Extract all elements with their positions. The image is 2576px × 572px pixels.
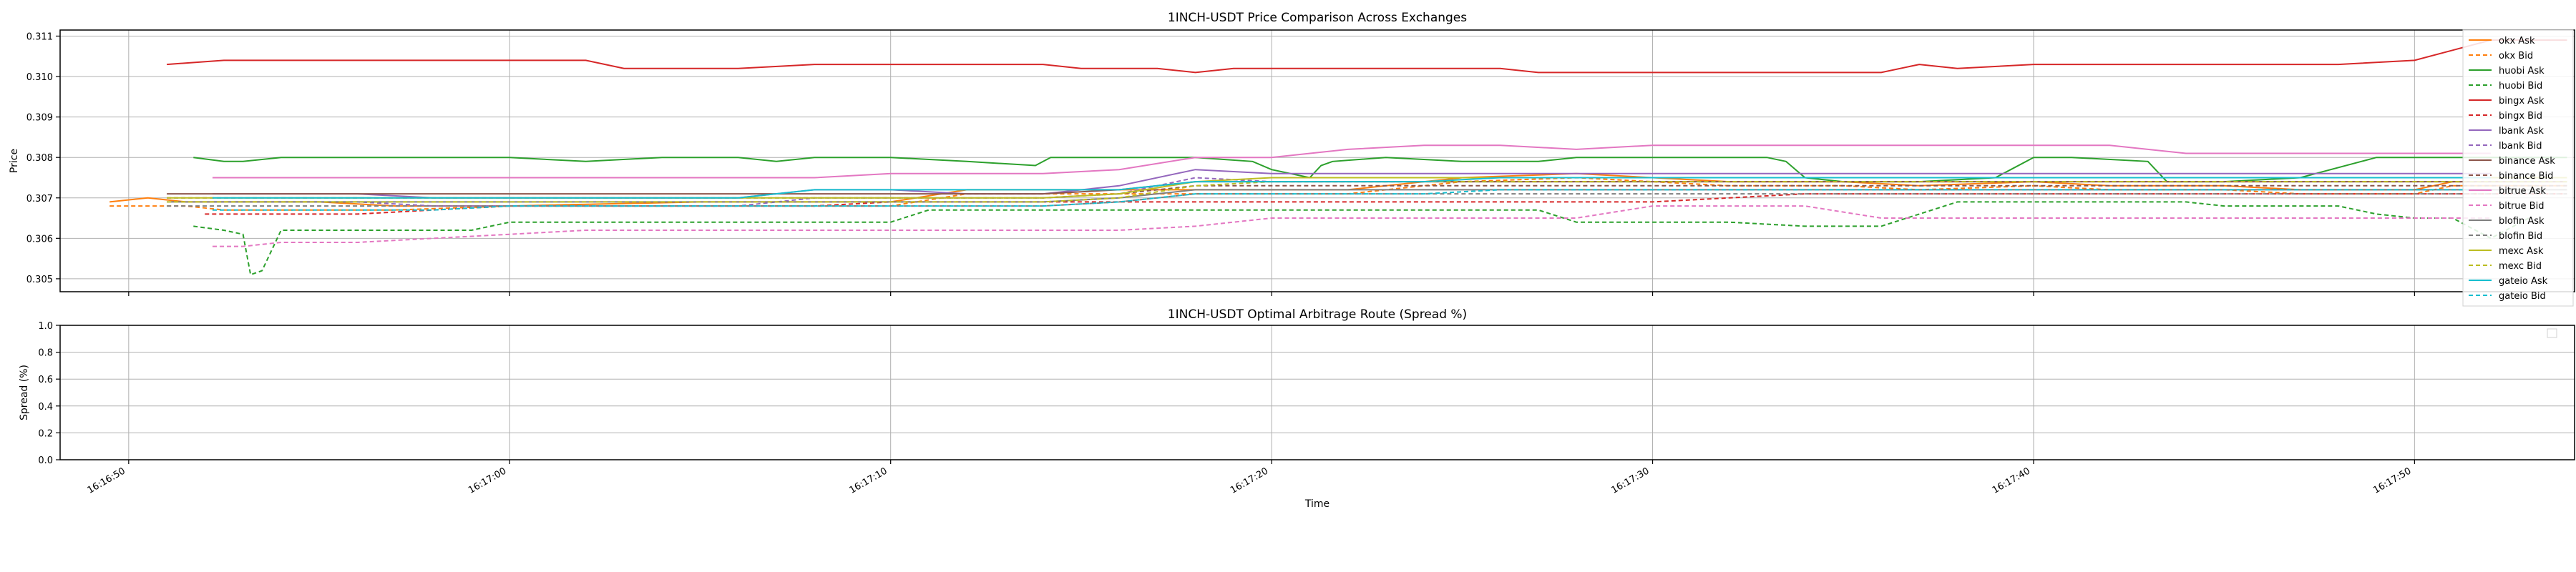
price-chart-ylabel: Price: [9, 149, 20, 173]
price-chart-xticks: [128, 292, 2415, 296]
legend-label: lbank Bid: [2499, 141, 2542, 152]
spread-ytick-label: 0.4: [38, 402, 53, 413]
legend-label: lbank Ask: [2499, 126, 2544, 137]
price-ytick-label: 0.309: [26, 113, 53, 124]
price-ytick-label: 0.305: [26, 275, 53, 285]
legend-label: huobi Ask: [2499, 66, 2545, 77]
price-ytick-label: 0.308: [26, 153, 53, 164]
legend-label: mexc Ask: [2499, 246, 2544, 257]
price-chart-title: 1INCH-USDT Price Comparison Across Excha…: [1168, 11, 1467, 25]
spread-ytick-label: 0.0: [38, 455, 53, 466]
price-ytick-label: 0.310: [26, 72, 53, 83]
legend-label: bingx Ask: [2499, 96, 2545, 107]
legend-label: mexc Bid: [2499, 261, 2542, 272]
series-line-bingx-ask: [167, 39, 2567, 74]
legend-label: huobi Bid: [2499, 81, 2542, 92]
price-chart-yticks: 0.305 0.306 0.307 0.308 0.309 0.310 0.311: [26, 31, 60, 285]
price-ytick-label: 0.311: [26, 31, 53, 42]
legend-label: gateio Bid: [2499, 291, 2546, 302]
spread-chart-frame: [59, 325, 2575, 460]
spread-chart-xlabel: Time: [1304, 498, 1330, 510]
series-line-bitrue-bid: [213, 205, 2491, 247]
spread-chart-ylabel: Spread (%): [19, 365, 30, 420]
legend-label: bitrue Ask: [2499, 186, 2546, 197]
legend-label: blofin Bid: [2499, 231, 2542, 242]
spread-ytick-label: 0.2: [38, 428, 53, 439]
legend-box: [2462, 29, 2574, 307]
empty-legend-box: [2547, 328, 2557, 338]
spread-ytick-label: 1.0: [38, 321, 53, 332]
series-line-gateio-bid: [213, 189, 2491, 211]
price-ytick-label: 0.306: [26, 234, 53, 245]
price-chart-series: [109, 39, 2567, 276]
legend-label: binance Bid: [2499, 171, 2553, 182]
legend-label: bingx Bid: [2499, 111, 2542, 122]
legend-label: binance Ask: [2499, 156, 2555, 167]
series-line-gateio-ask: [213, 177, 2491, 199]
legend-label: gateio Ask: [2499, 276, 2548, 287]
series-line-bitrue-ask: [213, 144, 2491, 179]
spread-chart-title: 1INCH-USDT Optimal Arbitrage Route (Spre…: [1168, 307, 1467, 322]
spread-chart-yticks: 0.0 0.2 0.4 0.6 0.8 1.0: [38, 321, 60, 466]
price-chart-legend: okx Ask okx Bid huobi Ask huobi Bid bingx As…: [2462, 29, 2574, 307]
spread-ytick-label: 0.8: [38, 348, 53, 359]
legend-label: blofin Ask: [2499, 216, 2545, 227]
spread-ytick-label: 0.6: [38, 375, 53, 385]
legend-label: bitrue Bid: [2499, 201, 2544, 212]
price-ytick-label: 0.307: [26, 194, 53, 204]
legend-label: okx Ask: [2499, 36, 2535, 46]
price-chart-frame: [59, 29, 2575, 292]
legend-label: okx Bid: [2499, 51, 2533, 61]
series-line-huobi-bid: [193, 201, 2529, 276]
